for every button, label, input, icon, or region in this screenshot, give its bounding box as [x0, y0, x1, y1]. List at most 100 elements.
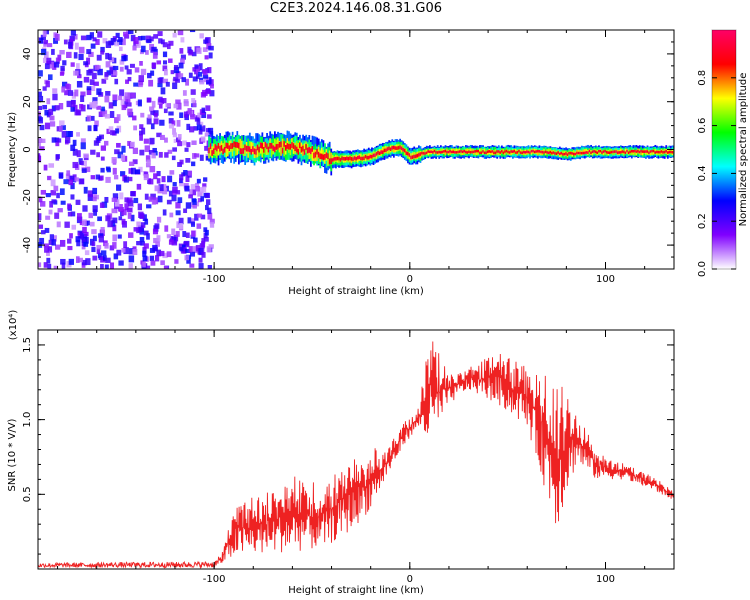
noise-cell: [112, 224, 117, 232]
signal-cell: [336, 156, 339, 161]
noise-cell: [128, 176, 133, 182]
signal-cell: [594, 150, 597, 154]
signal-cell: [253, 148, 256, 155]
noise-cell: [201, 111, 207, 119]
noise-cell: [130, 34, 136, 42]
noise-cell: [200, 214, 206, 220]
signal-cell: [522, 150, 525, 154]
signal-cell: [308, 147, 311, 160]
noise-cell: [45, 215, 51, 220]
signal-cell: [490, 150, 492, 154]
noise-cell: [59, 49, 65, 55]
signal-cell: [587, 151, 589, 154]
signal-cell: [666, 151, 669, 154]
signal-cell: [250, 142, 253, 154]
signal-cell: [405, 151, 408, 156]
signal-cell: [652, 149, 655, 153]
noise-cell: [156, 132, 162, 138]
noise-cell: [38, 138, 43, 143]
noise-cell: [72, 33, 78, 40]
noise-cell: [201, 107, 206, 113]
noise-cell: [121, 247, 126, 253]
noise-cell: [207, 127, 214, 135]
noise-cell: [153, 34, 159, 39]
noise-cell: [112, 94, 118, 102]
signal-cell: [532, 149, 535, 153]
signal-cell: [479, 148, 481, 154]
signal-cell: [552, 151, 555, 154]
noise-cell: [175, 190, 181, 195]
noise-cell: [105, 90, 111, 96]
noise-cell: [196, 213, 203, 218]
signal-cell: [277, 143, 279, 150]
signal-cell: [450, 150, 453, 154]
signal-cell: [360, 156, 362, 161]
noise-cell: [114, 117, 119, 124]
noise-cell: [87, 125, 92, 132]
noise-cell: [53, 185, 59, 192]
noise-cell: [205, 105, 211, 111]
noise-cell: [115, 128, 119, 134]
signal-cell: [554, 152, 556, 155]
noise-cell: [116, 184, 122, 191]
signal-cell: [502, 151, 505, 155]
noise-cell: [100, 46, 105, 53]
signal-cell: [630, 150, 633, 156]
noise-cell: [46, 57, 52, 64]
noise-cell: [192, 198, 197, 205]
noise-cell: [120, 171, 126, 177]
noise-cell: [150, 260, 156, 266]
noise-cell: [42, 86, 47, 91]
signal-cell: [294, 145, 297, 152]
noise-cell: [123, 176, 129, 183]
noise-cell: [105, 257, 111, 263]
noise-cell: [158, 104, 163, 109]
noise-cell: [51, 105, 56, 112]
signal-cell: [208, 147, 211, 154]
noise-cell: [207, 67, 212, 74]
noise-cell: [81, 244, 86, 250]
signal-cell: [328, 158, 331, 165]
signal-cell: [533, 150, 536, 154]
noise-cell: [118, 216, 123, 221]
noise-cell: [125, 96, 131, 103]
noise-cell: [168, 190, 173, 197]
colorbar-tick-label: 0.8: [697, 70, 708, 86]
noise-cell: [130, 141, 135, 148]
noise-cell: [175, 99, 181, 104]
noise-cell: [127, 197, 133, 202]
noise-cell: [124, 65, 129, 70]
noise-cell: [121, 145, 126, 153]
signal-cell: [573, 152, 575, 156]
signal-cell: [280, 144, 283, 156]
noise-cell: [171, 194, 177, 202]
signal-cell: [281, 147, 284, 154]
signal-cell: [252, 146, 254, 152]
noise-cell: [188, 194, 193, 199]
noise-cell: [168, 40, 174, 46]
signal-cell: [563, 152, 566, 156]
noise-cell: [48, 108, 54, 115]
signal-cell: [316, 148, 319, 155]
noise-cell: [172, 132, 177, 138]
noise-cell: [105, 176, 111, 183]
noise-cell: [133, 197, 139, 204]
signal-cell: [468, 150, 470, 154]
noise-cell: [119, 59, 125, 65]
signal-cell: [568, 151, 571, 155]
signal-cell: [554, 149, 556, 155]
noise-cell: [207, 265, 212, 269]
noise-cell: [81, 259, 87, 266]
noise-cell: [67, 238, 72, 244]
signal-cell: [466, 151, 469, 154]
noise-cell: [41, 230, 46, 235]
noise-cell: [205, 199, 211, 205]
signal-cell: [640, 149, 643, 153]
noise-cell: [38, 105, 43, 111]
noise-cell: [168, 124, 175, 129]
y-tick-label: 1.0: [22, 412, 33, 428]
noise-cell: [115, 32, 120, 38]
noise-cell: [139, 134, 143, 141]
noise-cell: [184, 147, 189, 152]
signal-cell: [214, 144, 217, 156]
